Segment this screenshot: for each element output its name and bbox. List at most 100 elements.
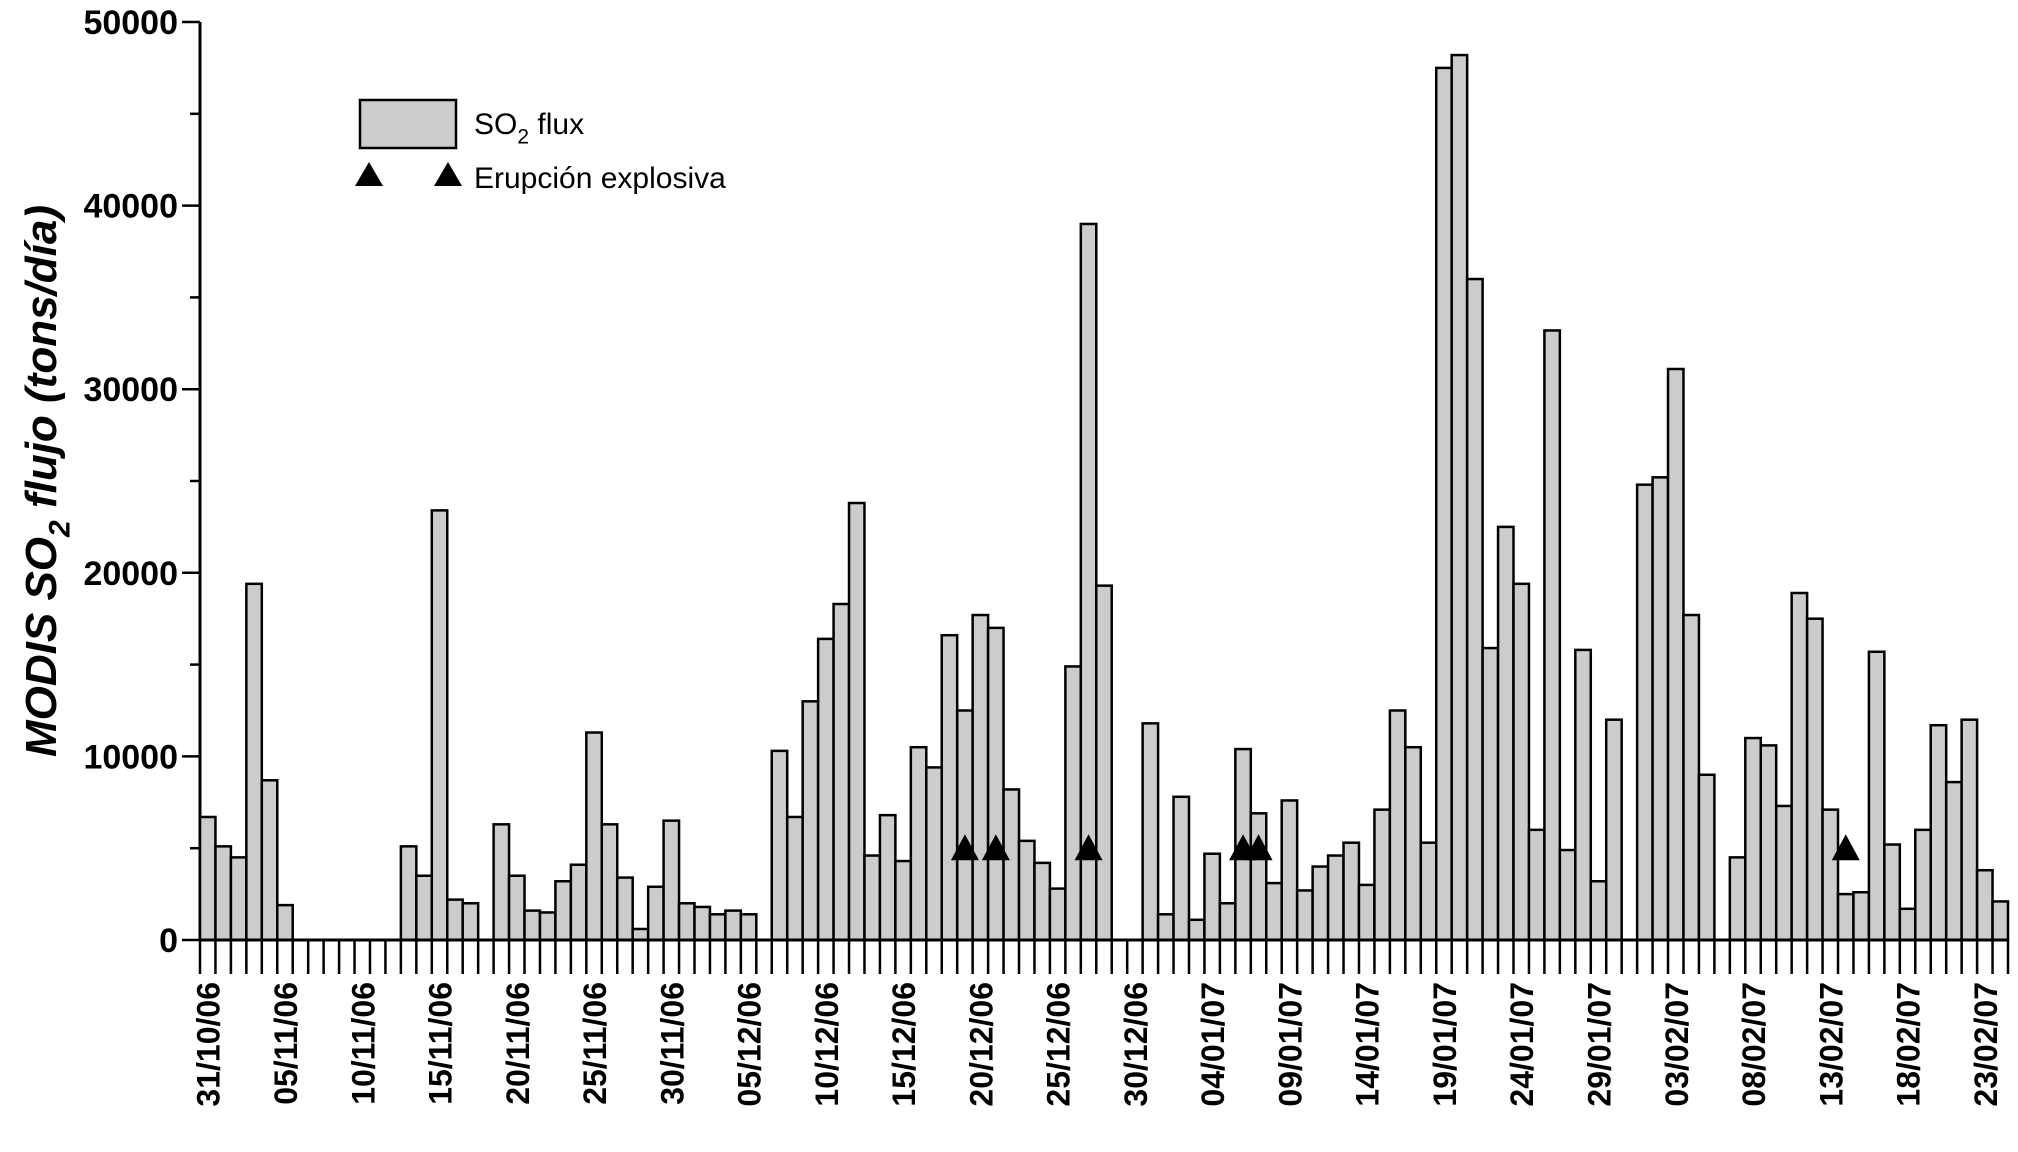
bar: [1295, 889, 1314, 942]
bar: [1326, 854, 1345, 942]
bar: [646, 885, 665, 942]
bar: [615, 876, 634, 942]
bar: [1682, 613, 1701, 942]
bar: [430, 509, 449, 942]
x-tick-label: 20/12/06: [963, 982, 999, 1107]
bar: [1156, 913, 1175, 942]
bar: [1697, 773, 1716, 942]
bar: [925, 766, 943, 942]
bar: [1465, 277, 1484, 942]
bar: [1975, 868, 1994, 942]
bar: [1450, 53, 1469, 942]
x-tick-label: 29/01/07: [1582, 982, 1618, 1107]
y-tick-label: 30000: [83, 371, 178, 409]
bar: [461, 902, 480, 942]
y-axis: 0 10000 20000 30000 40000 50000: [83, 4, 202, 960]
eruption-marker: [1074, 834, 1103, 861]
legend-marker-left: [355, 162, 383, 186]
x-tick-label: 18/02/07: [1891, 982, 1927, 1107]
bar: [986, 626, 1005, 942]
bar: [739, 913, 758, 942]
x-tick-label: 03/02/07: [1659, 982, 1695, 1107]
x-tick-label: 05/12/06: [732, 982, 768, 1107]
legend-marker-right: [434, 162, 462, 186]
bar: [863, 854, 882, 942]
bar: [1574, 648, 1593, 942]
bar: [832, 602, 851, 942]
bar: [1373, 808, 1392, 942]
bar: [1759, 744, 1778, 942]
bar: [1512, 582, 1531, 942]
x-tick-label: 20/11/06: [500, 982, 536, 1105]
eruption-marker: [1831, 834, 1860, 861]
bar: [1172, 795, 1191, 942]
x-tick-label: 31/10/06: [191, 982, 227, 1107]
bar: [1604, 718, 1623, 942]
bar: [894, 859, 913, 942]
bar: [1079, 222, 1098, 942]
bar: [492, 823, 511, 942]
bar: [1929, 723, 1948, 942]
bar: [399, 845, 418, 942]
bar: [214, 845, 233, 942]
bar: [260, 779, 279, 942]
bar: [1002, 788, 1021, 942]
bar: [1744, 736, 1763, 942]
x-tick-label: 15/12/06: [886, 982, 922, 1107]
bar: [1543, 329, 1562, 942]
x-tick-label: 30/11/06: [654, 982, 690, 1105]
bar: [1404, 745, 1423, 942]
x-tick-label: 30/12/06: [1118, 982, 1154, 1107]
bar: [1496, 525, 1515, 942]
bar: [198, 815, 217, 942]
x-tick-label: 10/11/06: [345, 982, 381, 1105]
x-tick-label: 05/11/06: [268, 982, 304, 1105]
bar: [1048, 887, 1067, 942]
bar: [1635, 483, 1654, 942]
bar: [847, 501, 866, 942]
bar: [446, 898, 464, 942]
bars: [198, 53, 2010, 942]
bar: [1960, 718, 1979, 942]
eruption-markers: [950, 834, 1860, 861]
x-tick-label: 15/11/06: [423, 982, 459, 1105]
bar: [1033, 861, 1052, 942]
y-axis-title: MODIS SO2 flujo (tons/día): [17, 205, 77, 757]
legend-bar-swatch: [358, 98, 458, 150]
bar: [1187, 918, 1206, 942]
bar: [1558, 848, 1577, 942]
bar: [1249, 812, 1268, 942]
bar: [693, 905, 712, 942]
bar: [1419, 841, 1438, 942]
y-tick-label: 40000: [83, 188, 178, 226]
bar: [1589, 880, 1608, 942]
bar: [1280, 799, 1299, 942]
bar: [276, 903, 294, 942]
bar: [816, 637, 835, 942]
bar: [1651, 476, 1670, 942]
x-tick-label: 08/02/07: [1736, 982, 1772, 1107]
bar: [1666, 367, 1685, 942]
x-tick-label: 23/02/07: [1968, 982, 2004, 1107]
bar: [1991, 900, 2010, 942]
bar: [1836, 892, 1855, 942]
x-tick-label: 10/12/06: [809, 982, 845, 1107]
y-tick-label: 20000: [83, 555, 178, 593]
bar: [585, 731, 604, 942]
bar: [1774, 804, 1793, 942]
x-tick-label: 25/11/06: [577, 982, 613, 1105]
bar: [1914, 828, 1932, 942]
bar: [1357, 883, 1376, 942]
bar: [1805, 617, 1824, 942]
x-tick-label: 09/01/07: [1272, 982, 1308, 1107]
bar: [770, 749, 789, 942]
legend-bar-label: SO2 flux: [474, 108, 584, 148]
y-tick-label: 0: [159, 922, 178, 960]
legend-marker-label: Erupción explosiva: [474, 162, 726, 195]
bar: [1883, 843, 1902, 942]
bar: [1481, 646, 1500, 942]
bar: [569, 863, 588, 942]
bar: [554, 880, 573, 942]
x-tick-label: 04/01/07: [1195, 982, 1231, 1107]
